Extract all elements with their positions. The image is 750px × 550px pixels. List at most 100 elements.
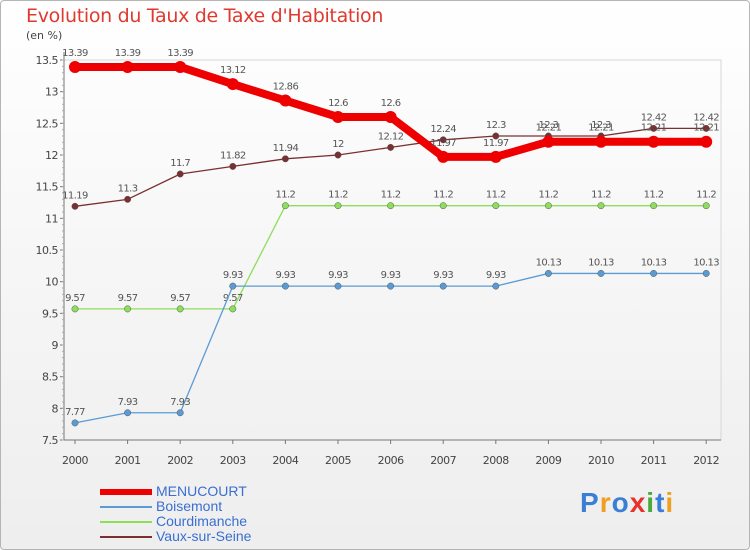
y-tick-label: 9 xyxy=(52,339,59,352)
data-label: 9.93 xyxy=(328,270,348,281)
data-point xyxy=(124,409,132,417)
y-tick-label: 10.5 xyxy=(36,244,59,257)
data-label: 9.57 xyxy=(118,293,138,304)
data-label: 11.2 xyxy=(538,190,558,201)
x-tick-label: 2006 xyxy=(378,454,404,467)
data-label: 11.82 xyxy=(220,150,246,161)
data-label: 11.2 xyxy=(591,190,611,201)
data-label: 12.21 xyxy=(693,123,719,134)
x-tick-label: 2005 xyxy=(325,454,351,467)
y-tick-label: 8 xyxy=(52,402,59,415)
logo-letter: i xyxy=(646,487,656,518)
data-point xyxy=(647,135,660,148)
data-point xyxy=(281,155,289,163)
data-point xyxy=(229,162,237,170)
data-label: 11.94 xyxy=(273,143,299,154)
data-point xyxy=(650,269,658,277)
legend-label: Vaux-sur-Seine xyxy=(156,528,252,544)
data-label: 12.86 xyxy=(273,82,299,93)
data-label: 12 xyxy=(332,139,344,150)
y-tick-label: 11.5 xyxy=(36,181,59,194)
data-label: 9.93 xyxy=(381,270,401,281)
data-point xyxy=(334,282,342,290)
data-point xyxy=(69,60,81,73)
legend-swatch xyxy=(100,489,152,495)
data-point xyxy=(121,60,134,73)
data-label: 12.21 xyxy=(588,123,614,134)
data-label: 9.57 xyxy=(170,293,190,304)
y-tick-label: 13 xyxy=(45,86,58,99)
data-label: 9.93 xyxy=(275,270,295,281)
logo-letter: t xyxy=(655,487,666,518)
data-label: 9.93 xyxy=(223,270,243,281)
data-label: 7.93 xyxy=(170,397,190,408)
data-label: 11.3 xyxy=(118,183,138,194)
data-label: 12.3 xyxy=(591,120,611,131)
data-point xyxy=(492,132,500,140)
data-point xyxy=(176,305,184,313)
data-point xyxy=(229,305,237,313)
data-point xyxy=(71,202,79,210)
data-point xyxy=(489,150,502,163)
data-point xyxy=(439,282,447,290)
x-tick-label: 2007 xyxy=(430,454,456,467)
data-label: 12.24 xyxy=(430,124,456,135)
legend-swatch xyxy=(100,536,152,538)
data-point xyxy=(387,282,395,290)
x-tick-label: 2000 xyxy=(62,454,88,467)
x-tick-label: 2008 xyxy=(483,454,509,467)
data-label: 11.19 xyxy=(62,190,88,201)
data-point xyxy=(334,151,342,159)
data-point xyxy=(334,202,342,210)
legend-swatch xyxy=(100,506,152,508)
data-label: 12.21 xyxy=(641,123,667,134)
data-point xyxy=(384,111,397,123)
data-label: 13.39 xyxy=(167,48,193,59)
data-point xyxy=(226,78,239,91)
x-tick-label: 2003 xyxy=(220,454,246,467)
data-label: 9.93 xyxy=(486,270,506,281)
data-point xyxy=(176,409,184,417)
x-tick-label: 2010 xyxy=(588,454,614,467)
data-point xyxy=(281,202,289,210)
data-point xyxy=(544,202,552,210)
data-label: 13.39 xyxy=(62,48,88,59)
data-label: 12.42 xyxy=(641,112,667,123)
data-point xyxy=(387,143,395,151)
data-label: 11.2 xyxy=(486,190,506,201)
data-label: 12.21 xyxy=(536,123,562,134)
data-label: 11.2 xyxy=(433,190,453,201)
legend-item-menucourt: MENUCOURT xyxy=(100,483,400,499)
data-point xyxy=(437,150,450,163)
data-label: 11.7 xyxy=(170,158,190,169)
data-label: 11.2 xyxy=(275,190,295,201)
data-label: 13.12 xyxy=(220,65,246,76)
legend-swatch xyxy=(100,521,152,523)
data-point xyxy=(332,111,344,123)
chart-subtitle: (en %) xyxy=(26,29,63,42)
data-point xyxy=(595,135,607,148)
data-point xyxy=(650,124,658,132)
data-label: 11.97 xyxy=(430,138,456,149)
data-point xyxy=(71,305,79,313)
data-label: 7.93 xyxy=(118,397,138,408)
data-point xyxy=(124,195,132,203)
data-label: 12.3 xyxy=(538,120,558,131)
logo-letter: x xyxy=(629,487,647,518)
data-point xyxy=(650,202,658,210)
data-label: 12.6 xyxy=(381,98,401,109)
data-point xyxy=(71,419,79,427)
data-point xyxy=(279,94,292,107)
y-tick-label: 12 xyxy=(45,149,58,162)
x-tick-label: 2011 xyxy=(641,454,667,467)
data-point xyxy=(439,136,447,144)
data-label: 10.13 xyxy=(641,257,667,268)
legend-label: Courdimanche xyxy=(156,513,248,529)
logo-letter: o xyxy=(611,487,630,518)
data-label: 12.3 xyxy=(486,120,506,131)
y-tick-label: 10 xyxy=(45,276,58,289)
data-label: 12.12 xyxy=(378,131,404,142)
data-point xyxy=(702,124,710,132)
